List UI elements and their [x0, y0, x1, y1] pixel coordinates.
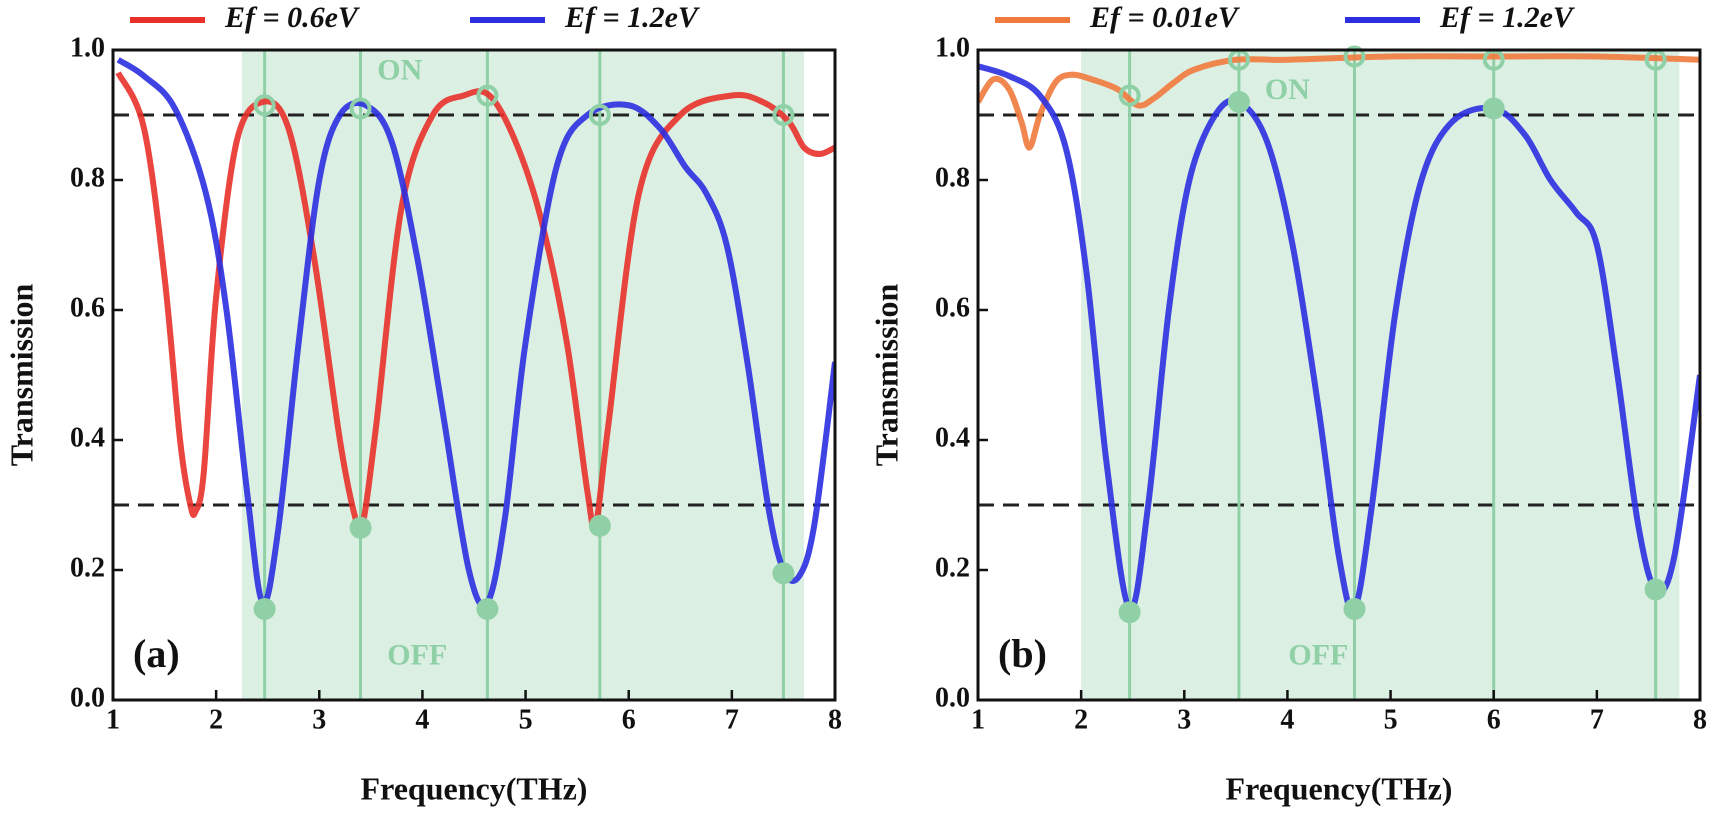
y-axis-label: Transmission [868, 284, 904, 467]
off-marker [1482, 97, 1505, 120]
plot-area [978, 45, 1700, 700]
y-axis-label: Transmission [3, 284, 39, 467]
plot-area [113, 50, 835, 700]
x-tick-label: 8 [1693, 704, 1707, 735]
x-tick-label: 6 [622, 704, 636, 735]
y-tick-label: 1.0 [935, 32, 970, 63]
axes-frame [111, 48, 837, 702]
x-tick-label: 1 [971, 704, 985, 735]
y-tick-label: 0.6 [70, 292, 105, 323]
x-tick-label: 4 [415, 704, 429, 735]
panel-label: (a) [133, 631, 180, 676]
x-tick-label: 7 [725, 704, 739, 735]
y-tick-label: 0.8 [70, 162, 105, 193]
y-tick-label: 0.6 [935, 292, 970, 323]
y-tick-label: 1.0 [70, 32, 105, 63]
x-tick-label: 5 [1384, 704, 1398, 735]
y-tick-label: 0.4 [70, 422, 105, 453]
x-tick-label: 3 [1177, 704, 1191, 735]
y-tick-label: 0.2 [935, 552, 970, 583]
off-marker [349, 516, 372, 539]
on-marker [349, 97, 372, 120]
on-marker [253, 94, 276, 117]
x-axis-label: Frequency(THz) [1226, 770, 1453, 806]
x-tick-label: 5 [519, 704, 533, 735]
axes-frame [976, 48, 1702, 702]
x-axis-label: Frequency(THz) [361, 770, 588, 806]
y-tick-label: 0.0 [935, 682, 970, 713]
off-marker [772, 562, 795, 585]
on-marker [1118, 84, 1141, 107]
legend-label: Ef = 0.6eV [224, 1, 361, 34]
shaded-region [1081, 50, 1680, 700]
panel-label: (b) [998, 631, 1047, 676]
x-tick-label: 7 [1590, 704, 1604, 735]
on-marker [1343, 45, 1366, 68]
legend-label: Ef = 1.2eV [1439, 1, 1576, 34]
off-marker [1644, 578, 1667, 601]
x-tick-label: 2 [209, 704, 223, 735]
y-tick-label: 0.2 [70, 552, 105, 583]
y-tick-label: 0.4 [935, 422, 970, 453]
on-marker [772, 104, 795, 126]
annotation: ON [377, 54, 422, 87]
off-marker [588, 514, 611, 537]
x-tick-label: 1 [106, 704, 120, 735]
x-tick-label: 6 [1487, 704, 1501, 735]
x-tick-label: 4 [1280, 704, 1294, 735]
y-tick-label: 0.8 [935, 162, 970, 193]
x-tick-label: 2 [1074, 704, 1088, 735]
y-tick-label: 0.0 [70, 682, 105, 713]
series-line [116, 57, 835, 609]
annotation: OFF [387, 639, 447, 672]
x-tick-label: 3 [312, 704, 326, 735]
off-marker [1227, 91, 1250, 113]
on-marker [588, 104, 611, 126]
annotation: ON [1265, 73, 1310, 106]
off-marker [253, 598, 276, 620]
legend-label: Ef = 0.01eV [1089, 1, 1241, 34]
series-line [115, 71, 835, 536]
series-line [978, 63, 1700, 614]
x-tick-label: 8 [828, 704, 842, 735]
annotation: OFF [1288, 639, 1348, 672]
series-line [978, 53, 1700, 151]
legend-label: Ef = 1.2eV [564, 1, 701, 34]
off-marker [476, 598, 499, 620]
off-marker [1118, 601, 1141, 624]
off-marker [1343, 598, 1366, 620]
on-marker [476, 84, 499, 107]
